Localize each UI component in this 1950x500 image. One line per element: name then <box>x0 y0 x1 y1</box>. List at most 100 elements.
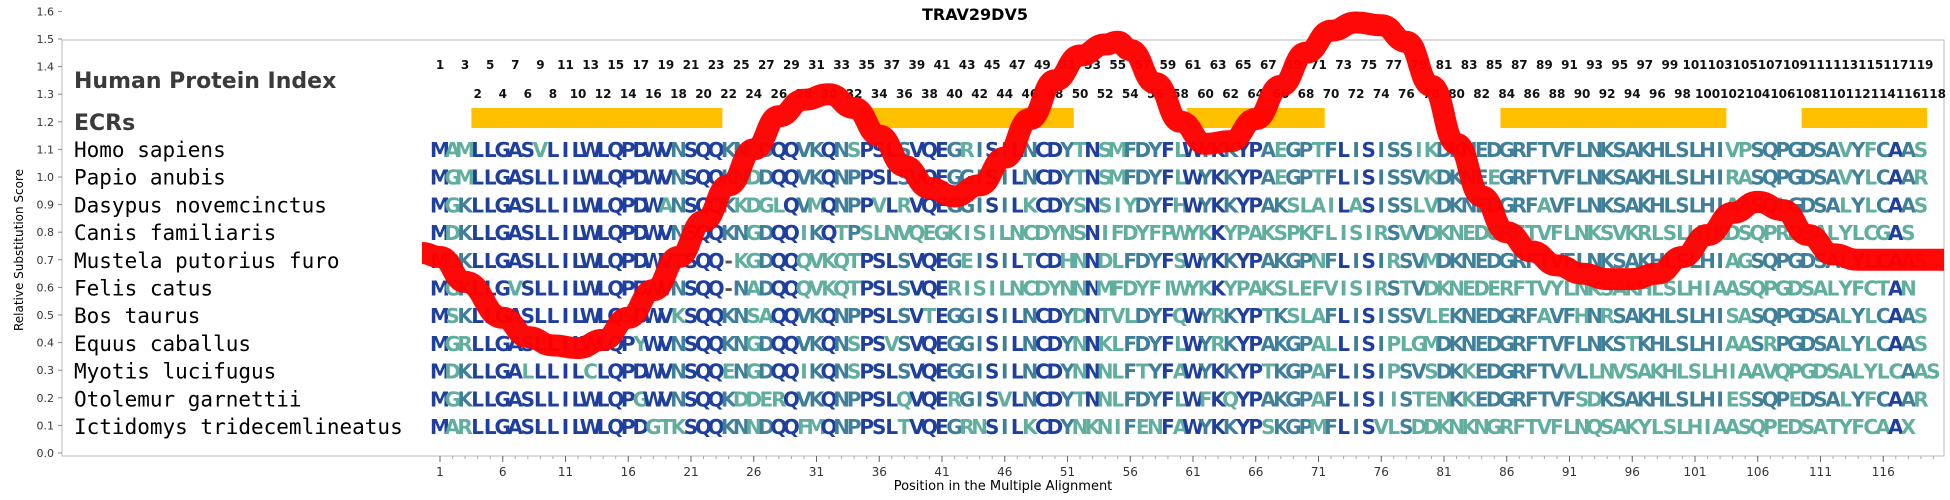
residue: T <box>1538 138 1552 162</box>
residue: I <box>562 249 569 273</box>
residue: F <box>1324 387 1338 411</box>
residue: T <box>1826 415 1840 439</box>
residue: G <box>1285 138 1301 162</box>
residue: W <box>642 221 664 245</box>
residue: S <box>1387 138 1401 162</box>
residue: D <box>1787 277 1804 301</box>
residue: V <box>1411 221 1427 245</box>
residue: A <box>1261 387 1277 411</box>
residue: L <box>1689 193 1702 217</box>
residue: P <box>621 193 636 217</box>
residue: P <box>1763 221 1778 245</box>
residue: V <box>1549 166 1565 190</box>
residue: E <box>935 304 949 328</box>
residue: L <box>1174 332 1187 356</box>
residue: H <box>1649 193 1666 217</box>
species-name: Papio anubis <box>74 166 226 190</box>
residue: D <box>1800 166 1817 190</box>
residue: K <box>457 193 474 217</box>
residue: A <box>1825 166 1841 190</box>
residue: S <box>1675 332 1689 356</box>
residue: V <box>909 193 925 217</box>
residue: W <box>642 193 664 217</box>
residue: I <box>562 360 569 384</box>
residue: G <box>946 415 962 439</box>
residue: S <box>1751 387 1765 411</box>
residue: Y <box>1235 360 1251 384</box>
residue: F <box>1851 277 1865 301</box>
residue: S <box>985 193 999 217</box>
residue: S <box>1813 387 1827 411</box>
residue: T <box>1312 138 1326 162</box>
residue: M <box>430 221 450 245</box>
residue: F <box>1525 138 1539 162</box>
residue: F <box>1123 138 1137 162</box>
residue: Q <box>695 415 712 439</box>
index-number-odd: 33 <box>833 58 850 72</box>
residue: P <box>859 277 874 301</box>
residue: V <box>508 277 524 301</box>
y-tick-label: 0.9 <box>37 199 55 212</box>
residue: S <box>521 249 535 273</box>
index-number-odd: 55 <box>1109 58 1126 72</box>
residue: A <box>746 277 762 301</box>
residue: G <box>1285 387 1301 411</box>
residue: K <box>1461 415 1478 439</box>
residue: G <box>1787 304 1803 328</box>
residue: S <box>1813 193 1827 217</box>
residue: M <box>455 138 475 162</box>
residue: D <box>1436 193 1453 217</box>
residue: H <box>1649 304 1666 328</box>
residue: V <box>1549 304 1565 328</box>
residue: I <box>562 387 569 411</box>
residue: N <box>670 166 687 190</box>
residue: N <box>1059 277 1076 301</box>
residue: P <box>1386 360 1401 384</box>
residue: I <box>1716 193 1723 217</box>
residue: P <box>621 277 636 301</box>
residue: K <box>1210 166 1227 190</box>
residue: S <box>1399 193 1413 217</box>
residue: K <box>821 249 838 273</box>
residue: T <box>1098 304 1112 328</box>
residue: Q <box>1172 304 1189 328</box>
residue: Q <box>695 332 712 356</box>
residue: H <box>1699 166 1716 190</box>
residue: S <box>1361 166 1375 190</box>
residue: V <box>658 138 674 162</box>
residue: Q <box>783 193 800 217</box>
residue: P <box>1248 166 1263 190</box>
residue: N <box>833 304 850 328</box>
residue: N <box>1072 277 1089 301</box>
residue: P <box>1788 360 1803 384</box>
residue: L <box>534 221 547 245</box>
residue: P <box>859 249 874 273</box>
residue: D <box>1423 277 1440 301</box>
residue: L <box>885 193 898 217</box>
residue: G <box>1787 138 1803 162</box>
residue: F <box>1525 304 1539 328</box>
residue: K <box>1273 387 1290 411</box>
residue: L <box>597 138 610 162</box>
residue: S <box>872 332 886 356</box>
residue: N <box>833 415 850 439</box>
residue: D <box>1047 304 1064 328</box>
residue: Q <box>921 360 938 384</box>
residue: G <box>1800 360 1816 384</box>
residue: Q <box>607 249 624 273</box>
residue: W <box>1182 387 1204 411</box>
residue: S <box>1612 332 1626 356</box>
residue: N <box>670 387 687 411</box>
residue: S <box>1751 332 1765 356</box>
residue: G <box>495 277 511 301</box>
residue: Y <box>1197 193 1213 217</box>
residue: I <box>976 138 983 162</box>
index-number-even: 80 <box>1448 87 1465 101</box>
index-number-odd: 103 <box>1708 58 1733 72</box>
residue: D <box>1034 277 1051 301</box>
residue: N <box>883 221 900 245</box>
chart-title: TRAV29DV5 <box>922 5 1028 24</box>
residue: K <box>809 221 826 245</box>
residue: I <box>1352 415 1359 439</box>
index-number-even: 100 <box>1695 87 1720 101</box>
